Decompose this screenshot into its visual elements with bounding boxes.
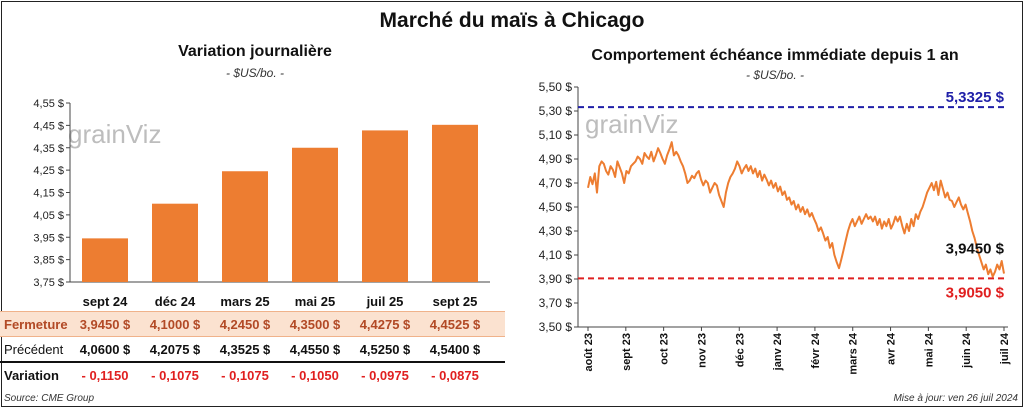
- x-tick-label: déc 23: [734, 333, 746, 367]
- bar: [362, 130, 408, 282]
- line-chart-y-axis: 3,50 $ 3,70 $ 3,90 $ 4,10 $ 4,30 $ 4,50 $ 4,70…: [539, 80, 579, 334]
- y-tick-label: 4,90 $: [539, 152, 573, 166]
- watermark-logo: grainViz: [68, 119, 161, 149]
- table-cell-close: 3,9450 $: [79, 317, 131, 332]
- x-tick-label: juil 25: [366, 294, 404, 309]
- bar: [152, 203, 198, 282]
- bar: [292, 147, 338, 282]
- x-tick-label: mars 25: [220, 294, 269, 309]
- x-tick-label: avr 24: [886, 332, 898, 365]
- row-label-close: Fermeture: [4, 317, 68, 332]
- table-cell-close: 4,3500 $: [289, 317, 341, 332]
- row-label-var: Variation: [4, 368, 59, 383]
- table-cell-var: - 0,0875: [431, 368, 479, 383]
- x-tick-label: juin 24: [961, 332, 973, 369]
- bar: [432, 124, 478, 282]
- line-chart-reference-lines: 5,3325 $ 3,9050 $: [578, 89, 1008, 301]
- y-tick-label: 3,85 $: [33, 255, 64, 267]
- y-tick-label: 4,50 $: [539, 200, 573, 214]
- y-tick-label: 3,75 $: [33, 277, 64, 289]
- table-cell-close: 4,1000 $: [149, 317, 201, 332]
- table-cell-prev: 4,0600 $: [79, 342, 131, 357]
- table-cell-close: 4,2450 $: [219, 317, 271, 332]
- y-tick-label: 4,15 $: [33, 188, 64, 200]
- table-row-close: Fermeture 3,9450 $ 4,1000 $ 4,2450 $ 4,3500…: [0, 311, 505, 337]
- y-tick-label: 3,90 $: [539, 272, 573, 286]
- bar-chart-y-axis: 3,75 $ 3,85 $ 3,95 $ 4,05 $ 4,15 $ 4,25 $ 4,35…: [33, 98, 490, 289]
- row-label-prev: Précédent: [4, 342, 64, 357]
- table-cell-var: - 0,1075: [221, 368, 269, 383]
- right-chart-unit: - $US/bo. -: [745, 68, 805, 82]
- table-cell-close: 4,4525 $: [429, 317, 481, 332]
- table-row-prev: Précédent 4,0600 $ 4,2075 $ 4,3525 $ 4,4550…: [0, 337, 505, 363]
- y-tick-label: 5,50 $: [539, 80, 573, 94]
- table-cell-var: - 0,0975: [361, 368, 409, 383]
- line-chart-x-axis: août 23 sept 23 oct 23 nov 23 déc 23 janv 24 f…: [578, 326, 1011, 375]
- x-tick-label: août 23: [583, 333, 595, 372]
- high-label: 5,3325 $: [946, 89, 1005, 106]
- x-tick-label: mai 25: [295, 294, 335, 309]
- x-tick-label: mars 24: [848, 332, 860, 374]
- bar-chart-x-labels: sept 24 déc 24 mars 25 mai 25 juil 25 sept 25: [83, 294, 478, 309]
- table-cell-prev: 4,2075 $: [149, 342, 201, 357]
- y-tick-label: 5,30 $: [539, 104, 573, 118]
- x-tick-label: févr 24: [810, 332, 822, 368]
- page-title: Marché du maïs à Chicago: [379, 9, 645, 32]
- y-tick-label: 5,10 $: [539, 128, 573, 142]
- y-tick-label: 3,95 $: [33, 232, 64, 244]
- left-chart-title: Variation journalière: [178, 43, 332, 60]
- right-chart-title: Comportement échéance immédiate depuis 1…: [591, 47, 959, 64]
- table-cell-prev: 4,5400 $: [429, 342, 481, 357]
- watermark-text: grainViz: [585, 109, 678, 139]
- x-tick-label: nov 23: [696, 333, 708, 368]
- x-tick-label: sept 24: [83, 294, 129, 309]
- x-tick-label: juil 24: [999, 332, 1011, 365]
- table-row-var: Variation - 0,1150 - 0,1075 - 0,1075 - 0,10…: [0, 363, 505, 389]
- y-tick-label: 3,50 $: [539, 320, 573, 334]
- table-cell-prev: 4,5250 $: [359, 342, 411, 357]
- table-cell-var: - 0,1150: [81, 368, 129, 383]
- bar: [82, 238, 128, 282]
- x-tick-label: mai 24: [923, 332, 935, 367]
- price-series-line: [587, 141, 1005, 278]
- y-tick-label: 4,10 $: [539, 248, 573, 262]
- x-tick-label: sept 23: [621, 333, 633, 371]
- bar-chart-bars: [82, 124, 478, 282]
- y-tick-label: 4,05 $: [33, 210, 64, 222]
- watermark-logo: grainViz: [585, 109, 678, 139]
- table-cell-prev: 4,3525 $: [219, 342, 271, 357]
- x-tick-label: janv 24: [772, 332, 784, 371]
- table-cell-prev: 4,4550 $: [289, 342, 341, 357]
- table-cell-close: 4,4275 $: [359, 317, 411, 332]
- bar: [222, 171, 268, 282]
- y-tick-label: 4,45 $: [33, 120, 64, 132]
- y-tick-label: 4,55 $: [33, 98, 64, 110]
- x-tick-label: déc 24: [155, 294, 196, 309]
- table-cell-var: - 0,1075: [151, 368, 199, 383]
- y-tick-label: 4,70 $: [539, 176, 573, 190]
- x-tick-label: oct 23: [659, 333, 671, 365]
- last-value-label: 3,9450 $: [946, 241, 1005, 258]
- y-tick-label: 3,70 $: [539, 296, 573, 310]
- y-tick-label: 4,25 $: [33, 165, 64, 177]
- updated-note: Mise à jour: ven 26 juil 2024: [893, 393, 1018, 404]
- y-tick-label: 4,30 $: [539, 224, 573, 238]
- watermark-text: grainViz: [68, 119, 161, 149]
- low-label: 3,9050 $: [946, 284, 1005, 301]
- source-note: Source: CME Group: [4, 393, 95, 404]
- left-chart-unit: - $US/bo. -: [225, 66, 285, 80]
- x-tick-label: sept 25: [433, 294, 478, 309]
- y-tick-label: 4,35 $: [33, 143, 64, 155]
- table-cell-var: - 0,1050: [291, 368, 339, 383]
- line-chart-series: 3,9450 $: [587, 141, 1005, 278]
